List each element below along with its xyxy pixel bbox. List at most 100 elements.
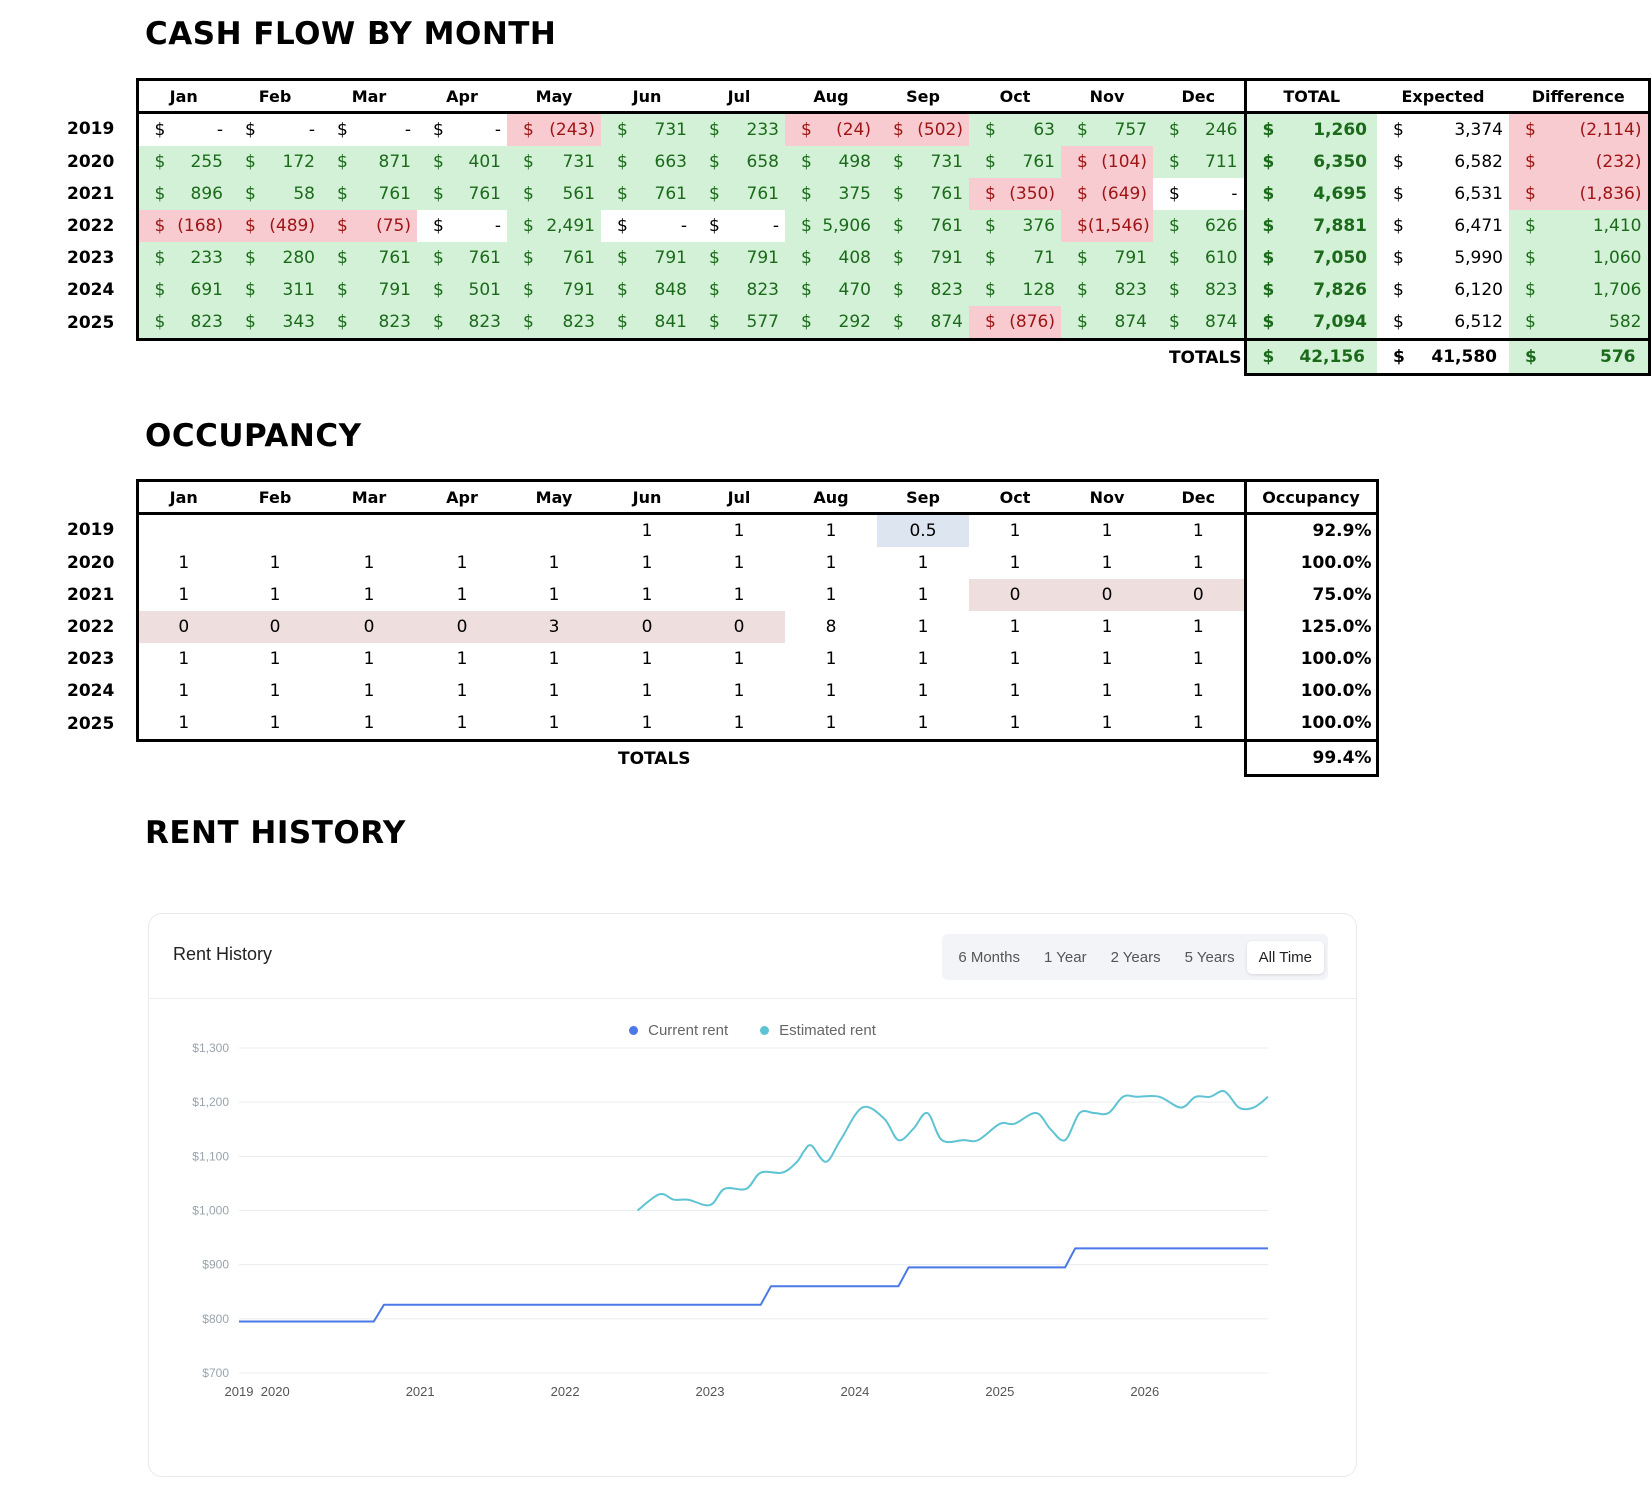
- y-tick-label: $900: [202, 1258, 229, 1272]
- occupancy-cell: 1: [269, 681, 281, 701]
- occupancy-cell: 1: [548, 585, 560, 605]
- range-1-year[interactable]: 1 Year: [1044, 948, 1087, 966]
- corner-cell: [67, 80, 137, 113]
- occupancy-cell: 1: [135, 675, 229, 707]
- current-rent-line[interactable]: [239, 1247, 1268, 1323]
- range-all-time[interactable]: All Time: [1246, 940, 1324, 974]
- occupancy-cell: 1: [363, 585, 375, 605]
- currency-symbol: $: [1169, 152, 1180, 172]
- legend-current-rent[interactable]: Current rent: [629, 1022, 728, 1039]
- occupancy-cell: 1: [269, 649, 281, 669]
- money-cell: $ (1,836): [1509, 178, 1651, 210]
- money-cell: $761: [321, 178, 417, 210]
- money-cell: $761: [417, 242, 507, 274]
- amount: 3,374: [1454, 120, 1503, 140]
- money-cell: $610: [1153, 242, 1247, 274]
- currency-symbol: $: [1525, 184, 1536, 204]
- amount: 823: [1205, 280, 1238, 300]
- amount: 791: [746, 248, 779, 268]
- legend-estimated-rent[interactable]: Estimated rent: [760, 1022, 876, 1039]
- money-cell: $ (75): [321, 210, 417, 242]
- amount: 791: [1114, 248, 1147, 268]
- occupancy-cell: 1: [363, 681, 375, 701]
- money-cell: $71: [969, 242, 1061, 274]
- money-cell: $874: [1153, 306, 1247, 341]
- amount: -: [772, 216, 779, 236]
- money-cell: $663: [601, 146, 693, 178]
- currency-symbol: $: [433, 312, 444, 332]
- occupancy-cell: 1: [733, 521, 745, 541]
- occupancy-cell: 1: [548, 553, 560, 573]
- currency-symbol: $: [985, 312, 996, 332]
- estimated-rent-line[interactable]: [636, 1089, 1269, 1212]
- occupancy-cell: 0: [417, 611, 507, 643]
- currency-symbol: $: [893, 312, 904, 332]
- range-6-months[interactable]: 6 Months: [958, 948, 1021, 966]
- currency-symbol: $: [617, 184, 628, 204]
- money-cell: $ (350): [969, 178, 1061, 210]
- occupancy-table: Jan Feb Mar Apr May Jun Jul Aug Sep Oct Nov Dec Occu…: [67, 479, 1379, 777]
- currency-symbol: $: [801, 248, 812, 268]
- year-label: 2022: [67, 216, 115, 236]
- amount: 6,512: [1454, 312, 1503, 332]
- amount: 761: [654, 184, 687, 204]
- money-cell: $311: [229, 274, 321, 306]
- money-cell: $791: [601, 242, 693, 274]
- currency-symbol: $: [433, 184, 444, 204]
- year-label: 2025: [67, 713, 115, 734]
- money-cell: $ -: [321, 112, 417, 146]
- money-cell: $6,512: [1377, 306, 1509, 341]
- occupancy-percent: 100.0%: [1245, 675, 1379, 707]
- month-header: Jun: [601, 479, 693, 515]
- amount: 791: [562, 280, 595, 300]
- occupancy-cell: 1: [1153, 611, 1247, 643]
- amount: 823: [562, 312, 595, 332]
- money-cell: $ (489): [229, 210, 321, 242]
- range-5-years[interactable]: 5 Years: [1184, 948, 1235, 966]
- currency-symbol: $: [337, 312, 348, 332]
- money-cell: $470: [785, 274, 877, 306]
- occupancy-cell: 1: [641, 681, 653, 701]
- amount: (168): [177, 216, 223, 236]
- month-header: Jul: [693, 479, 785, 515]
- amount: 874: [1205, 312, 1238, 332]
- currency-symbol: $: [1393, 312, 1404, 332]
- money-cell: $823: [1061, 274, 1153, 306]
- money-cell: $ (876): [969, 306, 1061, 341]
- currency-symbol: $: [523, 216, 534, 236]
- amount: 1,706: [1592, 280, 1642, 300]
- money-cell: $761: [321, 242, 417, 274]
- year-label: 2019: [67, 119, 115, 140]
- amount: 874: [1114, 312, 1147, 332]
- cashflow-row: 2021 $896 $58 $761 $761 $561 $761 $761 $375 $761 $…: [67, 178, 1651, 210]
- money-cell: $292: [785, 306, 877, 341]
- occupancy-cell: 1: [733, 649, 745, 669]
- currency-symbol: $: [709, 184, 720, 204]
- month-header: Oct: [969, 479, 1061, 515]
- total-occupancy: 99.4%: [1243, 740, 1379, 777]
- month-header: Mar: [321, 78, 417, 114]
- x-tick-label: 2023: [696, 1384, 725, 1399]
- money-cell: $ -: [417, 112, 507, 146]
- month-header: Aug: [785, 479, 877, 515]
- occupancy-cell: 0: [693, 611, 785, 643]
- amount: -: [494, 216, 501, 236]
- money-cell: $561: [507, 178, 601, 210]
- amount: 823: [378, 312, 411, 332]
- x-tick-label: 2025: [985, 1384, 1014, 1399]
- amount: 71: [1033, 248, 1055, 268]
- range-2-years[interactable]: 2 Years: [1110, 948, 1161, 966]
- money-cell: $761: [969, 146, 1061, 178]
- money-cell: $791: [507, 274, 601, 306]
- currency-symbol: $: [337, 216, 348, 236]
- amount: 63: [1033, 120, 1055, 140]
- occupancy-cell: 1: [1009, 617, 1021, 637]
- x-tick-label: 2019: [225, 1384, 254, 1399]
- currency-symbol: $: [154, 152, 166, 172]
- occupancy-cell: 1: [1153, 675, 1247, 707]
- amount: (489): [269, 216, 315, 236]
- x-tick-label: 2024: [840, 1384, 869, 1399]
- occupancy-cell: 1: [785, 707, 877, 742]
- occupancy-cell: 1: [1153, 513, 1247, 547]
- money-cell: $6,350: [1243, 146, 1377, 178]
